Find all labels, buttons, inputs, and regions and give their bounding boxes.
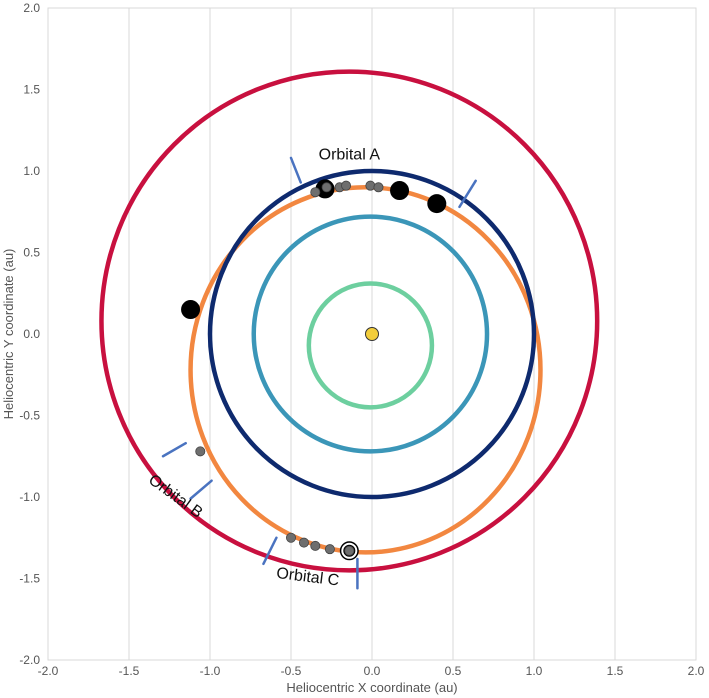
y-tick-label: -1.0 <box>19 490 40 504</box>
y-tick-label: 1.5 <box>23 83 40 97</box>
x-tick-label: -2.0 <box>38 664 59 678</box>
orbit-paths <box>99 69 600 573</box>
plot-frame <box>47 7 697 661</box>
x-tick-label: -1.0 <box>200 664 221 678</box>
orbit-path <box>99 69 600 573</box>
small-point <box>310 540 321 551</box>
x-tick-label: 1.0 <box>526 664 543 678</box>
large-point <box>390 181 410 201</box>
large-point <box>181 300 201 320</box>
orbital-label: Orbital A <box>319 147 381 164</box>
observation-points <box>181 179 447 561</box>
orbit-path <box>306 281 435 410</box>
x-axis-ticks: -2.0 -1.5 -1.0 -0.5 0.0 0.5 1.0 1.5 2.0 <box>38 664 705 678</box>
y-tick-label: -1.5 <box>19 572 40 586</box>
y-axis-title: Heliocentric Y coordinate (au) <box>1 249 16 420</box>
x-tick-label: -0.5 <box>281 664 302 678</box>
y-tick-label: -0.5 <box>19 409 40 423</box>
boundary-mark <box>262 536 278 566</box>
small-point <box>365 180 376 191</box>
small-point <box>310 187 321 198</box>
small-point <box>321 182 332 193</box>
small-point <box>344 545 355 556</box>
x-tick-label: 0.5 <box>445 664 462 678</box>
large-point <box>427 194 447 214</box>
small-point <box>373 182 384 193</box>
y-tick-label: 1.0 <box>23 164 40 178</box>
y-tick-label: 0.5 <box>23 246 40 260</box>
sun-marker <box>365 327 379 341</box>
x-axis-title: Heliocentric X coordinate (au) <box>286 680 457 695</box>
x-tick-label: 2.0 <box>688 664 705 678</box>
small-point <box>341 180 352 191</box>
boundary-mark <box>161 441 187 458</box>
x-tick-label: 0.0 <box>364 664 381 678</box>
x-tick-label: -1.5 <box>119 664 140 678</box>
orbit-path <box>251 214 490 454</box>
boundary-mark <box>458 179 477 209</box>
orbit-path <box>207 168 537 500</box>
y-tick-label: 0.0 <box>23 327 40 341</box>
highlight-ring <box>341 542 358 559</box>
small-point <box>324 544 335 555</box>
y-axis-ticks: 2.0 1.5 1.0 0.5 0.0 -0.5 -1.0 -1.5 -2.0 <box>19 1 40 667</box>
orbit-path <box>188 185 543 555</box>
small-point <box>298 537 309 548</box>
small-point <box>195 446 206 457</box>
small-point <box>285 532 296 543</box>
boundary-mark <box>289 156 302 184</box>
y-tick-label: -2.0 <box>19 653 40 667</box>
boundary-marks <box>161 156 477 590</box>
boundary-mark <box>189 479 213 500</box>
y-tick-label: 2.0 <box>23 1 40 15</box>
x-tick-label: 1.5 <box>607 664 624 678</box>
